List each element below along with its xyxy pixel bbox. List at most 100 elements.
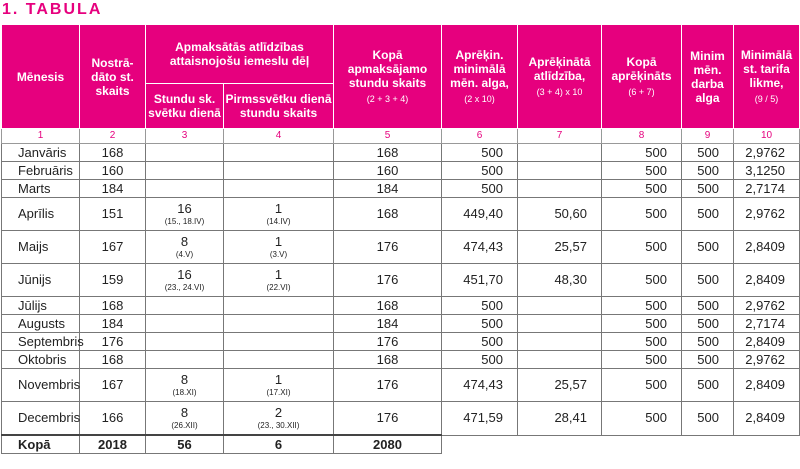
header-pre-holiday-hours: Pirmssvētku dienā stundu skaits — [223, 83, 334, 129]
pre-holiday-hours-cell: 2 (23., 30.XII) — [223, 401, 334, 436]
holiday-hours-cell — [145, 179, 224, 198]
calc-min-cell: 500 — [441, 143, 518, 162]
totals-pre-holiday-hours: 6 — [223, 434, 334, 454]
holiday-hours-cell: 16 (23., 24.VI) — [145, 263, 224, 297]
month-cell: Maijs — [1, 230, 80, 264]
pre-holiday-hours-cell: 1 (17.XI) — [223, 368, 334, 402]
total-paid-cell: 176 — [333, 401, 442, 436]
holiday-hours-cell — [145, 332, 224, 351]
header-min-rate: Minimālā st. tarifa likme, (9 / 5) — [733, 24, 800, 129]
worked-cell: 176 — [79, 332, 146, 351]
worked-cell: 168 — [79, 350, 146, 369]
min-wage-cell: 500 — [681, 161, 734, 180]
worked-cell: 166 — [79, 401, 146, 436]
pre-holiday-hours-cell — [223, 179, 334, 198]
table-row: Maijs 167 8 (4.V) 1 (3.V) 176 474,43 25,57 500 500… — [1, 230, 800, 264]
min-wage-cell: 500 — [681, 143, 734, 162]
calc-min-cell: 500 — [441, 350, 518, 369]
column-number: 1 — [1, 128, 80, 144]
worked-cell: 184 — [79, 179, 146, 198]
pre-holiday-hours-cell: 1 (14.IV) — [223, 197, 334, 231]
calc-comp-cell — [517, 350, 602, 369]
month-cell: Jūnijs — [1, 263, 80, 297]
month-cell: Aprīlis — [1, 197, 80, 231]
holiday-hours-cell — [145, 143, 224, 162]
table-row: Oktobris 168 168 500 500 500 2,9762 — [1, 350, 800, 369]
totals-holiday-hours: 56 — [145, 434, 224, 454]
holiday-hours-cell — [145, 161, 224, 180]
calc-comp-cell — [517, 314, 602, 333]
totals-label: Kopā — [1, 434, 80, 454]
total-paid-cell: 176 — [333, 368, 442, 402]
total-calc-cell: 500 — [601, 368, 682, 402]
min-wage-cell: 500 — [681, 350, 734, 369]
pre-holiday-hours-cell — [223, 296, 334, 315]
column-number: 6 — [441, 128, 518, 144]
column-number: 4 — [223, 128, 334, 144]
total-calc-cell: 500 — [601, 401, 682, 436]
total-paid-cell: 168 — [333, 350, 442, 369]
total-calc-cell: 500 — [601, 296, 682, 315]
month-cell: Februāris — [1, 161, 80, 180]
table-row: Janvāris 168 168 500 500 500 2,9762 — [1, 143, 800, 162]
min-wage-cell: 500 — [681, 332, 734, 351]
min-rate-cell: 2,9762 — [733, 143, 800, 162]
month-cell: Jūlijs — [1, 296, 80, 315]
calc-comp-cell: 28,41 — [517, 401, 602, 436]
total-calc-cell: 500 — [601, 161, 682, 180]
min-wage-cell: 500 — [681, 368, 734, 402]
calc-comp-cell — [517, 143, 602, 162]
pre-holiday-hours-cell — [223, 143, 334, 162]
worked-cell: 167 — [79, 230, 146, 264]
min-rate-cell: 2,9762 — [733, 197, 800, 231]
header-total-calc: Kopā aprēķināts (6 + 7) — [601, 24, 682, 129]
worked-cell: 168 — [79, 296, 146, 315]
totals-row: Kopā 2018 56 6 2080 — [1, 434, 800, 454]
min-rate-cell: 2,9762 — [733, 296, 800, 315]
holiday-hours-cell: 8 (26.XII) — [145, 401, 224, 436]
month-cell: Oktobris — [1, 350, 80, 369]
holiday-hours-cell — [145, 314, 224, 333]
pre-holiday-hours-cell — [223, 314, 334, 333]
month-cell: Novembris — [1, 368, 80, 402]
min-rate-cell: 2,7174 — [733, 179, 800, 198]
pre-holiday-hours-cell: 1 (3.V) — [223, 230, 334, 264]
header-paid-group: Apmaksātās atlīdzības attaisnojošu iemes… — [145, 24, 334, 84]
total-calc-cell: 500 — [601, 350, 682, 369]
pre-holiday-hours-cell — [223, 350, 334, 369]
worked-cell: 184 — [79, 314, 146, 333]
total-paid-cell: 184 — [333, 314, 442, 333]
min-rate-cell: 2,8409 — [733, 230, 800, 264]
calc-comp-cell: 25,57 — [517, 368, 602, 402]
worked-cell: 168 — [79, 143, 146, 162]
calc-comp-cell — [517, 179, 602, 198]
column-number: 10 — [733, 128, 800, 144]
total-paid-cell: 168 — [333, 143, 442, 162]
header-holiday-hours: Stundu sk. svētku dienā — [145, 83, 224, 129]
empty-cell — [602, 435, 682, 454]
month-cell: Decembris — [1, 401, 80, 436]
total-calc-cell: 500 — [601, 332, 682, 351]
empty-cell — [518, 435, 602, 454]
total-paid-cell: 160 — [333, 161, 442, 180]
pre-holiday-hours-cell — [223, 161, 334, 180]
total-calc-cell: 500 — [601, 263, 682, 297]
table-row: Aprīlis 151 16 (15., 18.IV) 1 (14.IV) 168 449,4… — [1, 197, 800, 231]
calc-comp-cell: 25,57 — [517, 230, 602, 264]
totals-total-paid: 2080 — [333, 434, 442, 454]
min-rate-cell: 3,1250 — [733, 161, 800, 180]
min-wage-cell: 500 — [681, 263, 734, 297]
min-rate-cell: 2,8409 — [733, 368, 800, 402]
min-rate-cell: 2,7174 — [733, 314, 800, 333]
table-row: Septembris 176 176 500 500 500 2,8409 — [1, 332, 800, 351]
header-worked: Nostrā-dāto st. skaits — [79, 24, 146, 129]
calc-min-cell: 471,59 — [441, 401, 518, 436]
header-calc-min: Aprēķin. minimālā mēn. alga, (2 x 10) — [441, 24, 518, 129]
total-paid-cell: 184 — [333, 179, 442, 198]
calc-min-cell: 451,70 — [441, 263, 518, 297]
min-rate-cell: 2,9762 — [733, 350, 800, 369]
column-number: 3 — [145, 128, 224, 144]
table-row: Jūlijs 168 168 500 500 500 2,9762 — [1, 296, 800, 315]
header-total-paid: Kopā apmaksājamo stundu skaits (2 + 3 + 4… — [333, 24, 442, 129]
calc-comp-cell: 48,30 — [517, 263, 602, 297]
